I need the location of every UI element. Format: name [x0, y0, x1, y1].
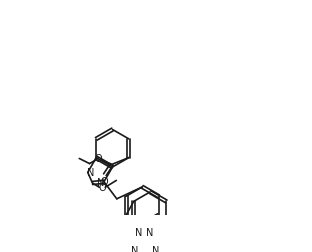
Text: N: N: [135, 227, 142, 237]
Text: N: N: [87, 167, 95, 177]
Text: O: O: [100, 177, 108, 187]
Text: N: N: [131, 245, 138, 252]
Text: O: O: [99, 182, 106, 193]
Text: O: O: [94, 154, 102, 164]
Text: N: N: [97, 177, 104, 187]
Text: N: N: [146, 227, 154, 237]
Text: N: N: [152, 245, 159, 252]
